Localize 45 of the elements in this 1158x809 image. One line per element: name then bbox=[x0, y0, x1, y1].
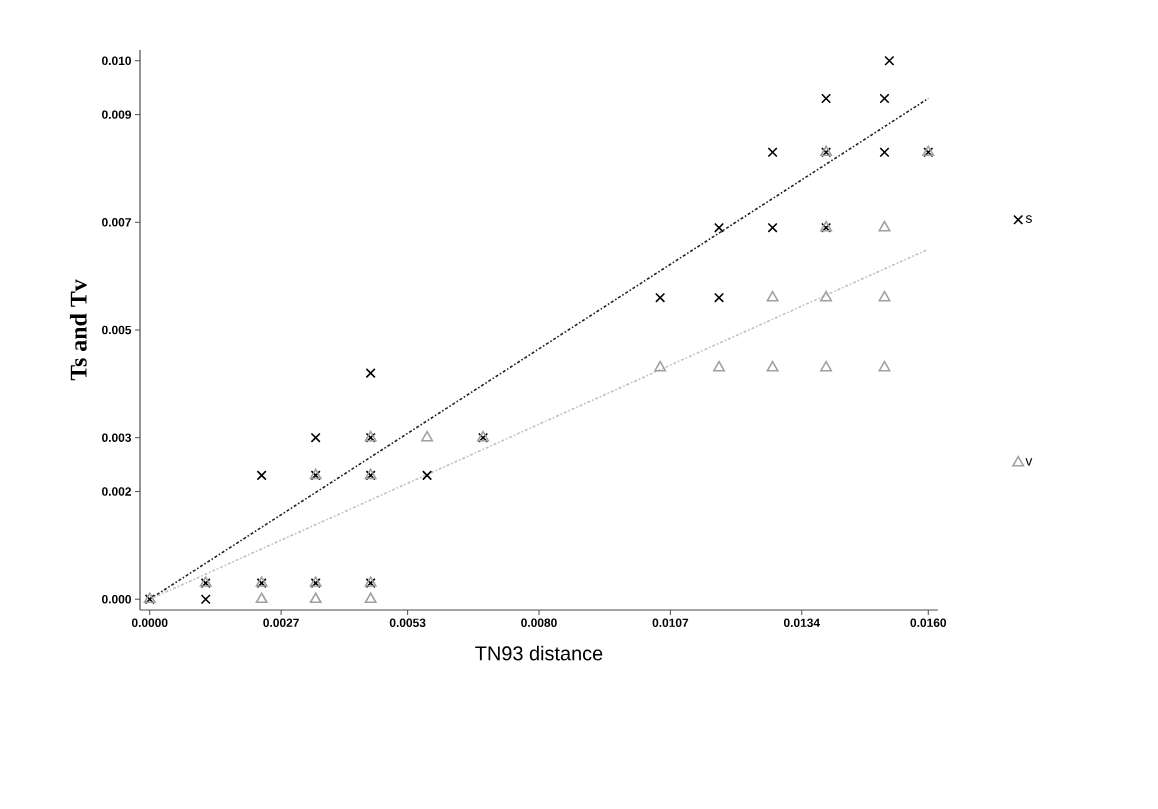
x-tick-label: 0.0160 bbox=[910, 618, 947, 627]
point bbox=[256, 470, 267, 481]
point bbox=[766, 360, 779, 372]
point bbox=[714, 292, 725, 303]
x-tick-label: 0.0027 bbox=[263, 618, 299, 627]
point bbox=[878, 360, 891, 372]
point bbox=[766, 290, 779, 302]
point bbox=[655, 292, 666, 303]
y-tick-label: 0.007 bbox=[102, 218, 131, 227]
y-tick-label: 0.000 bbox=[102, 595, 131, 604]
point bbox=[884, 55, 895, 66]
legend-label: v bbox=[1025, 458, 1033, 466]
y-tick-label: 0.003 bbox=[102, 433, 132, 442]
point bbox=[654, 360, 667, 372]
point bbox=[878, 220, 891, 232]
legend-label: s bbox=[1025, 215, 1032, 223]
point bbox=[310, 432, 321, 443]
x-tick-label: 0.0107 bbox=[652, 618, 689, 627]
point bbox=[767, 222, 778, 233]
y-tick-label: 0.005 bbox=[102, 325, 132, 335]
point bbox=[714, 222, 725, 233]
y-tick-label: 0.009 bbox=[102, 110, 132, 119]
x-tick-label: 0.0000 bbox=[131, 618, 168, 627]
y-axis-title: Ts and Tv bbox=[69, 279, 87, 381]
point bbox=[713, 360, 726, 372]
point bbox=[879, 93, 890, 104]
point bbox=[255, 592, 268, 604]
point bbox=[309, 592, 322, 604]
point bbox=[878, 290, 891, 302]
y-tick-label: 0.002 bbox=[102, 487, 131, 496]
point bbox=[364, 592, 377, 604]
point bbox=[422, 470, 433, 481]
x-tick-label: 0.0134 bbox=[783, 618, 820, 628]
point bbox=[365, 368, 376, 379]
x-axis-title: TN93 distance bbox=[475, 645, 603, 661]
point bbox=[200, 594, 211, 605]
x-tick-label: 0.0080 bbox=[521, 618, 557, 627]
point bbox=[421, 430, 434, 442]
point bbox=[820, 360, 833, 372]
y-tick-label: 0.010 bbox=[102, 56, 131, 65]
point bbox=[767, 147, 778, 158]
x-tick-label: 0.0053 bbox=[389, 618, 426, 628]
point bbox=[821, 93, 832, 104]
point bbox=[879, 147, 890, 158]
point bbox=[820, 290, 833, 302]
